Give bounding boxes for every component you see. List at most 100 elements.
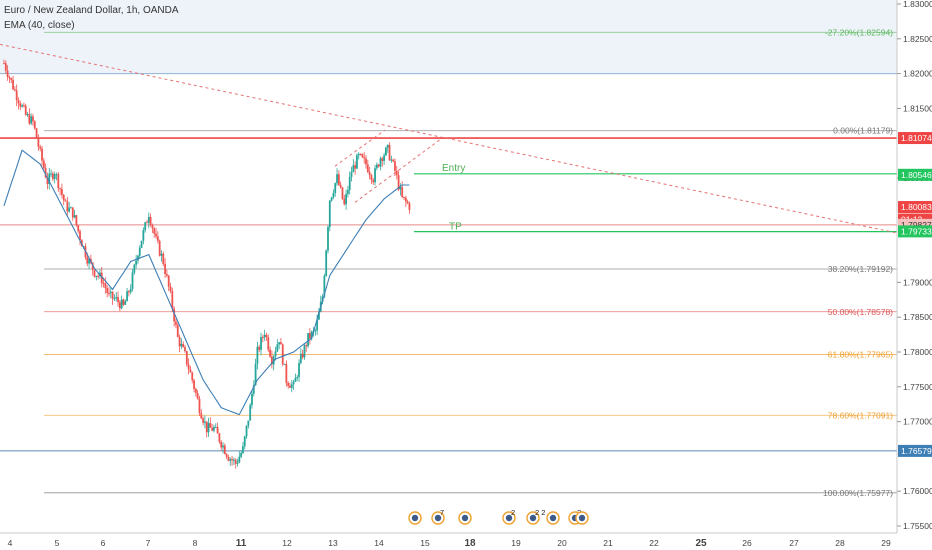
candle-body [225,454,228,457]
candle-body [13,89,16,91]
candle-body [278,342,281,345]
x-tick-label-18: 28 [835,538,845,548]
candle-body [102,283,105,285]
candle-body [234,459,237,464]
candle-body [182,343,185,348]
x-tick-label-16: 26 [742,538,752,548]
candle-body [155,233,157,237]
candle-body [30,116,33,124]
candle-body [377,164,380,167]
candle-body [345,193,347,205]
candle-body [108,292,110,294]
candle-body [265,334,268,338]
fib-label-5: 78.60%(1.77091) [828,410,893,420]
candle-body [356,155,358,169]
candle-body [35,128,38,139]
candle-body [347,190,349,194]
candle-body [339,184,342,188]
candle-body [104,283,107,289]
y-tick-label-6: 1.78500 [903,312,932,322]
candle-body [359,153,362,155]
candle-body [308,333,311,339]
candle-body [15,90,18,101]
candle-body [348,176,351,191]
candle-body [205,421,208,433]
candle-body [394,161,396,171]
candle-body [118,302,121,309]
candle-body [390,159,393,161]
candle-body [334,183,337,193]
candle-body [258,346,261,350]
candle-body [28,114,31,124]
x-tick-label-11: 19 [511,538,521,548]
candle-body [372,180,375,183]
candle-body [59,188,62,190]
candle-body [261,337,264,339]
price-badge-text-2: 1.80083 [901,202,932,212]
candle-body [379,158,382,167]
candle-body [178,336,181,347]
candle-body [392,159,395,162]
candle-body [343,199,346,205]
candle-body [303,345,306,358]
x-tick-label-7: 13 [328,538,338,548]
price-badge-text-0: 1.81074 [901,133,932,143]
candle-body [385,147,387,156]
x-tick-label-6: 12 [282,538,292,548]
candle-body [240,452,243,457]
x-tick-label-10: 18 [464,538,476,549]
candle-body [325,250,328,276]
trendline [0,43,898,234]
candle-body [198,398,201,414]
candle-body [213,427,215,431]
y-tick-label-10: 1.76000 [903,486,932,496]
candle-body [408,203,411,210]
candle-body [296,377,299,379]
candle-body [323,275,326,297]
candle-body [289,385,291,388]
event-marker-count-4: 2 2 [535,508,545,517]
candle-body [395,170,398,176]
candle-body [162,253,165,265]
indicator-label: EMA (40, close) [4,20,75,31]
candle-body [189,369,192,373]
candle-body [127,291,130,293]
candle-body [310,331,313,339]
candle-body [318,311,320,320]
candle-body [193,380,195,389]
x-tick-label-8: 14 [374,538,384,548]
candle-body [196,392,199,399]
candle-body [167,275,170,287]
candle-body [146,222,148,224]
x-tick-label-13: 21 [603,538,613,548]
price-badge-text-5: 1.79733 [901,226,932,236]
x-tick-label-0: 4 [8,538,13,548]
candle-body [330,197,333,201]
price-badge-5 [898,225,932,238]
candle-body [232,459,235,461]
candle-body [218,433,221,442]
x-tick-label-9: 15 [420,538,430,548]
x-tick-label-17: 27 [789,538,799,548]
candle-body [260,337,262,350]
candle-body [283,363,286,365]
y-tick-label-7: 1.78000 [903,347,932,357]
candle-body [332,192,335,198]
candle-body [151,225,154,229]
candle-body [66,201,69,212]
candle-body [79,231,81,241]
candle-body [185,351,188,365]
candle-body [175,321,177,325]
upper-zone [0,0,897,74]
candle-body [383,155,385,161]
candle-body [307,333,309,347]
candle-body [187,364,190,370]
candle-body [26,114,29,116]
price-badge-text-4: 1.79827 [901,220,932,230]
candle-body [270,356,273,365]
fib-label-2: 38.20%(1.79192) [828,264,893,274]
candle-body [4,63,7,71]
candle-body [399,187,402,190]
